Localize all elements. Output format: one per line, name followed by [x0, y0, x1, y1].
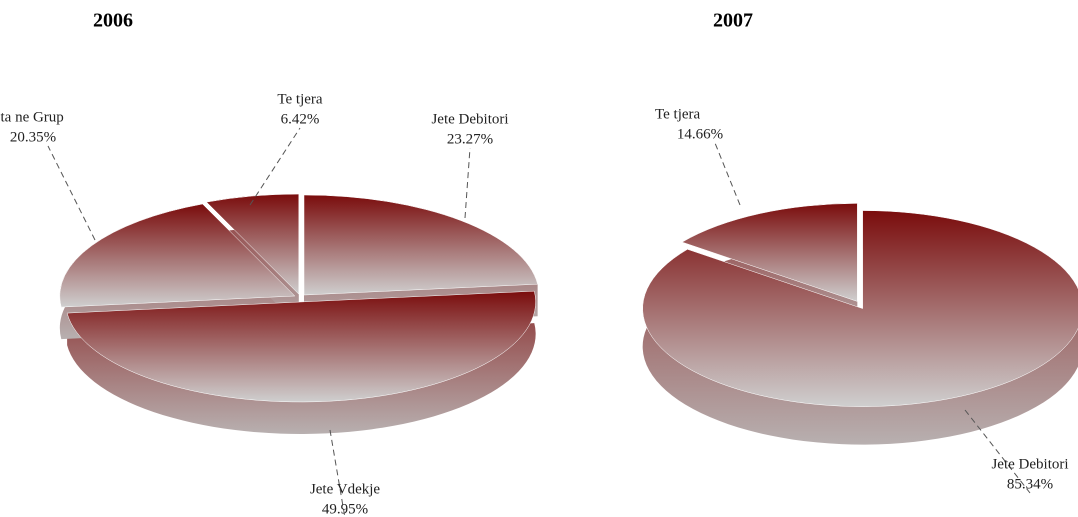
category-label: Jete Debitori	[431, 111, 508, 127]
leader-line	[249, 127, 301, 206]
slice	[59, 203, 296, 308]
pie-tops	[642, 203, 1078, 407]
pie-tops	[59, 193, 538, 403]
category-label: Te tjera	[277, 91, 323, 107]
slice	[66, 290, 536, 403]
value-label: 14.66%	[677, 126, 723, 142]
leader-line	[329, 429, 346, 517]
leader-line	[47, 145, 96, 241]
category-label: Jete Vdekje	[310, 481, 380, 497]
category-label: Jeta ne Grup	[0, 109, 64, 125]
value-label: 20.35%	[10, 129, 56, 145]
slice	[206, 193, 300, 295]
slice	[681, 203, 858, 302]
chart-title: 2007	[713, 10, 753, 32]
value-label: 49.95%	[322, 501, 368, 517]
leader-line	[714, 142, 741, 206]
category-label: Jete Debitori	[991, 456, 1068, 472]
slice	[303, 194, 538, 296]
leader-line	[964, 409, 1031, 494]
value-label: 6.42%	[281, 111, 320, 127]
leader-line	[464, 147, 471, 219]
category-label: Te tjera	[655, 106, 701, 122]
slice	[642, 210, 1078, 407]
value-label: 23.27%	[447, 131, 493, 147]
chart-title: 2006	[93, 10, 133, 32]
value-label: 85.34%	[1007, 476, 1053, 492]
